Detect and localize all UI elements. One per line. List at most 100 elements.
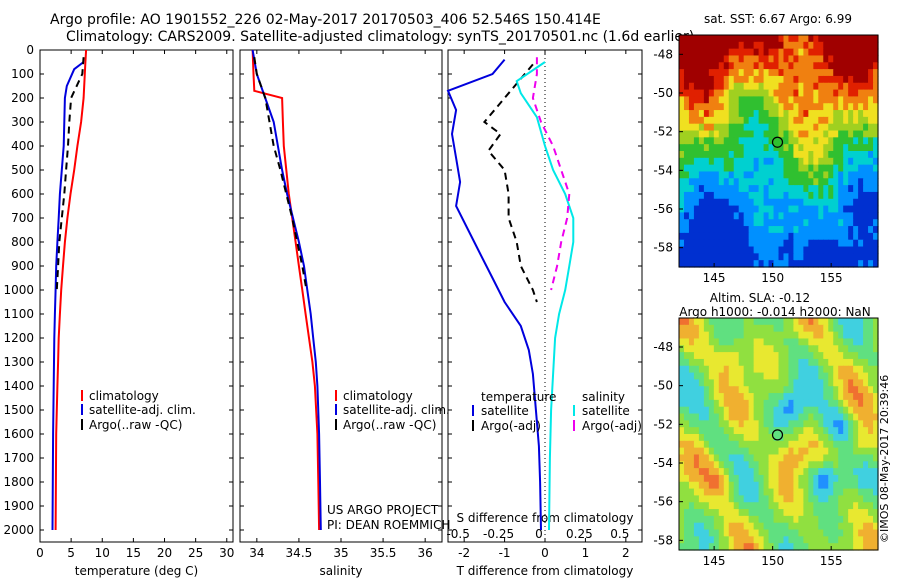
sst-map-cell (848, 239, 854, 248)
sla-map-cell (853, 324, 859, 333)
sla-map-cell (858, 331, 864, 340)
sst-map-cell (788, 123, 795, 132)
sla-map-cell (873, 358, 879, 367)
sla-map-cell (783, 447, 790, 456)
sst-map-cell (823, 171, 829, 179)
sst-map-cell (823, 157, 829, 166)
sla-map-cell (798, 324, 804, 333)
sst-map-cell (838, 157, 844, 166)
sla-map-cell (793, 331, 799, 340)
sla-map-cell (693, 461, 700, 469)
sst-map-cell (823, 110, 829, 118)
sla-map-cell (823, 447, 829, 456)
sla-map-cell (813, 481, 819, 490)
sla-map-cell (698, 515, 705, 524)
sst-map-cell (858, 89, 864, 98)
sla-map-cell (738, 434, 745, 442)
sst-map-cell (863, 103, 869, 111)
sst-map-cell (763, 178, 770, 186)
sla-map-cell (838, 386, 844, 394)
sst-map-cell (798, 55, 804, 63)
sst-map-cell (753, 69, 760, 77)
sla-map-cell (723, 522, 730, 531)
sla-map-cell (688, 406, 695, 415)
sst-map-cell (873, 96, 879, 104)
sla-map-cell (823, 536, 829, 544)
sla-map-cell (688, 331, 695, 340)
sst-map-cell (828, 144, 834, 152)
sst-map-cell (873, 239, 879, 248)
sst-map-cell (773, 198, 780, 207)
map-y-tick-label: -54 (653, 163, 673, 177)
sla-map-cell (703, 474, 710, 483)
sst-map-cell (843, 164, 849, 173)
y-tick-label: 1100 (3, 307, 34, 321)
y-tick-label: 1300 (3, 355, 34, 369)
y-tick-label: 0 (26, 43, 34, 57)
sst-map-cell (793, 69, 799, 77)
sst-map-cell (753, 55, 760, 63)
sla-map-cell (823, 324, 829, 333)
sst-map-cell (818, 205, 824, 214)
sla-map-cell (693, 379, 700, 387)
sla-map-cell (788, 365, 795, 374)
sla-map-cell (863, 495, 869, 503)
sla-map-cell (848, 522, 854, 531)
sla-map-cell (768, 447, 775, 456)
sst-map-cell (863, 239, 869, 248)
sst-map-cell (783, 157, 790, 166)
sst-map-cell (748, 123, 755, 132)
sst-map-cell (803, 226, 809, 234)
sst-map-cell (803, 239, 809, 248)
sst-map-cell (743, 144, 750, 152)
sst-map-cell (813, 62, 819, 70)
sla-map-cell (848, 318, 854, 326)
sst-map-cell (708, 178, 715, 186)
sla-map-cell (818, 543, 824, 551)
sst-map-cell (823, 144, 829, 152)
sst-map-cell (863, 246, 869, 254)
sst-map-cell (693, 226, 700, 234)
sst-map-cell (768, 205, 775, 214)
sst-map-cell (818, 55, 824, 63)
sst-map-cell (793, 116, 799, 125)
sst-map-cell (679, 219, 685, 227)
sst-map-cell (738, 212, 745, 220)
map-y-tick-label: -50 (653, 379, 673, 393)
sst-map-cell (793, 232, 799, 241)
sst-map-cell (693, 103, 700, 111)
sla-map-cell (768, 529, 775, 537)
sla-map-cell (763, 379, 770, 387)
sla-map-cell (788, 420, 795, 428)
sst-map-cell (843, 226, 849, 234)
sst-map-cell (873, 123, 879, 132)
sst-map-cell (813, 96, 819, 104)
series-line-salinity-argo-adj- (531, 57, 571, 291)
sst-map-cell (758, 226, 765, 234)
sla-map-cell (823, 481, 829, 490)
sla-map-cell (773, 399, 780, 408)
sst-map-cell (728, 55, 735, 63)
sst-map-cell (793, 144, 799, 152)
sla-map-cell (758, 502, 765, 510)
sst-map-cell (688, 212, 695, 220)
sst-map-cell (778, 116, 785, 125)
plot-frame-0 (39, 49, 234, 543)
sst-map-cell (723, 82, 730, 91)
sst-map-cell (853, 137, 859, 145)
sla-map-cell (838, 420, 844, 428)
sla-map-cell (863, 502, 869, 510)
sla-map-cell (823, 413, 829, 421)
sla-map-cell (728, 468, 735, 476)
sla-map-cell (778, 427, 785, 435)
sst-map-cell (813, 41, 819, 50)
sst-map-cell (713, 62, 720, 70)
sst-map-cell (828, 110, 834, 118)
sla-map-cell (683, 529, 690, 537)
sst-map-cell (848, 253, 854, 261)
sst-map-cell (738, 219, 745, 227)
sla-map-cell (738, 393, 745, 401)
sla-map-cell (679, 454, 685, 462)
sst-map-cell (793, 253, 799, 261)
sla-map-cell (688, 474, 695, 483)
